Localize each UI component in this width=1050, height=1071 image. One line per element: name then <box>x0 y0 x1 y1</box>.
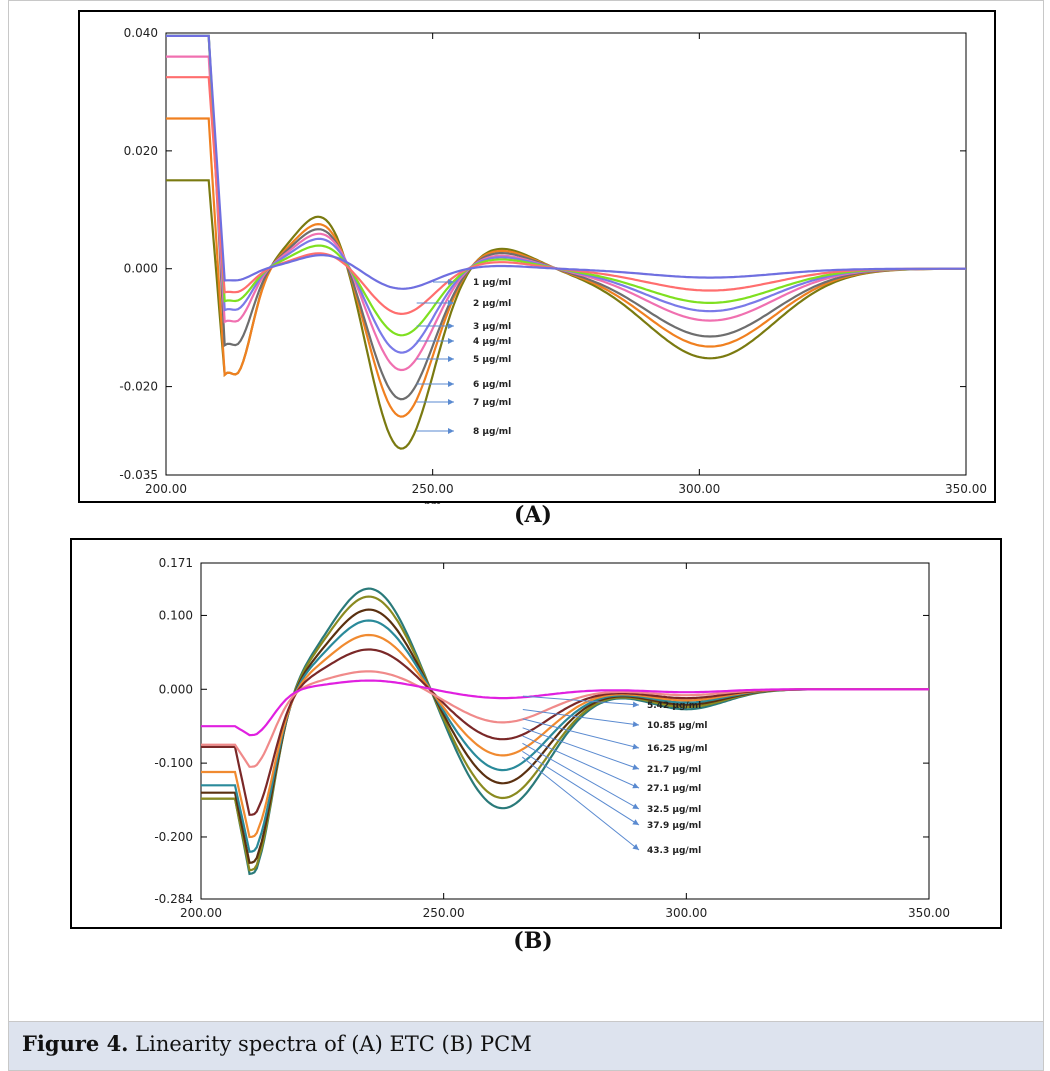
series-line <box>166 34 966 290</box>
y-tick-label: -0.020 <box>119 380 158 394</box>
legend-arrow <box>521 756 640 851</box>
legend-arrowhead <box>448 428 454 434</box>
legend-label: 27.1 µg/ml <box>647 784 701 794</box>
y-tick-label: -0.200 <box>154 830 193 844</box>
x-tick-label: 350.00 <box>945 482 987 496</box>
legend-arrow <box>522 709 640 726</box>
y-tick-label: 0.040 <box>124 26 158 40</box>
x-tick-label: 250.00 <box>412 482 454 496</box>
y-tick-label: 0.020 <box>124 144 158 158</box>
series-line <box>201 679 929 737</box>
x-tick-label: 300.00 <box>665 906 707 920</box>
caption-text: Linearity spectra of (A) ETC (B) PCM <box>128 1032 532 1056</box>
legend-arrowhead <box>632 701 639 708</box>
plot-area <box>165 32 967 476</box>
legend-arrowhead <box>632 764 639 770</box>
legend-label: 10.85 µg/ml <box>647 721 707 731</box>
legend-label: 16.25 µg/ml <box>647 744 707 754</box>
legend-label: 6 µg/ml <box>473 380 511 390</box>
caption-box <box>8 1022 1044 1071</box>
x-tick-label: 300.00 <box>678 482 720 496</box>
legend-label: 8 µg/ml <box>473 427 511 437</box>
legend-label: 7 µg/ml <box>473 398 511 408</box>
figure-caption: Figure 4. Linearity spectra of (A) ETC (… <box>22 1031 532 1056</box>
x-axis-label: nm <box>424 499 442 504</box>
legend-arrowhead <box>448 399 454 405</box>
legend-arrowhead <box>448 323 454 329</box>
legend-arrow <box>522 727 640 770</box>
legend-arrowhead <box>448 381 454 387</box>
legend-arrowhead <box>632 803 639 809</box>
legend-label: 4 µg/ml <box>473 337 511 347</box>
legend-arrowhead <box>632 843 639 850</box>
chart-frame <box>78 10 996 503</box>
figure-frame <box>8 0 1044 1022</box>
legend-label: 43.3 µg/ml <box>647 846 701 856</box>
y-tick-label: 0.000 <box>124 262 158 276</box>
legend-arrowhead <box>448 338 454 344</box>
x-tick-label: 200.00 <box>180 906 222 920</box>
legend-arrow <box>522 750 640 826</box>
legend-arrowhead <box>632 819 639 825</box>
y-tick-label: 0.171 <box>159 556 193 570</box>
legend-arrow <box>522 718 640 749</box>
legend-label: 21.7 µg/ml <box>647 765 701 775</box>
legend-label: 32.5 µg/ml <box>647 805 701 815</box>
x-tick-label: 200.00 <box>145 482 187 496</box>
legend-arrowhead <box>632 721 639 728</box>
caption-bold: Figure 4. <box>22 1031 129 1056</box>
legend-label: 5.42 µg/ml <box>647 701 701 711</box>
legend-label: 3 µg/ml <box>473 322 511 332</box>
y-tick-label: -0.284 <box>154 892 193 906</box>
plot-area <box>200 562 930 900</box>
legend-arrow <box>522 742 640 810</box>
legend-arrowhead <box>632 743 639 750</box>
legend-label: 2 µg/ml <box>473 299 511 309</box>
legend-label: 5 µg/ml <box>473 355 511 365</box>
legend-arrowhead <box>448 356 454 362</box>
y-tick-label: -0.100 <box>154 756 193 770</box>
legend-arrowhead <box>448 300 454 306</box>
legend-label: 1 µg/ml <box>473 278 511 288</box>
y-tick-label: 0.000 <box>159 682 193 696</box>
legend-label: 37.9 µg/ml <box>647 821 701 831</box>
legend-arrowhead <box>632 782 639 789</box>
x-tick-label: 350.00 <box>908 906 950 920</box>
panel-b-label: (B) <box>513 928 553 954</box>
panel-a-label: (A) <box>514 502 552 528</box>
y-tick-label: 0.100 <box>159 608 193 622</box>
x-tick-label: 250.00 <box>423 906 465 920</box>
legend-arrow <box>522 695 640 706</box>
chart-frame <box>70 538 1002 929</box>
legend-arrowhead <box>448 279 454 285</box>
legend-arrow <box>522 735 640 789</box>
y-tick-label: -0.035 <box>119 468 158 482</box>
